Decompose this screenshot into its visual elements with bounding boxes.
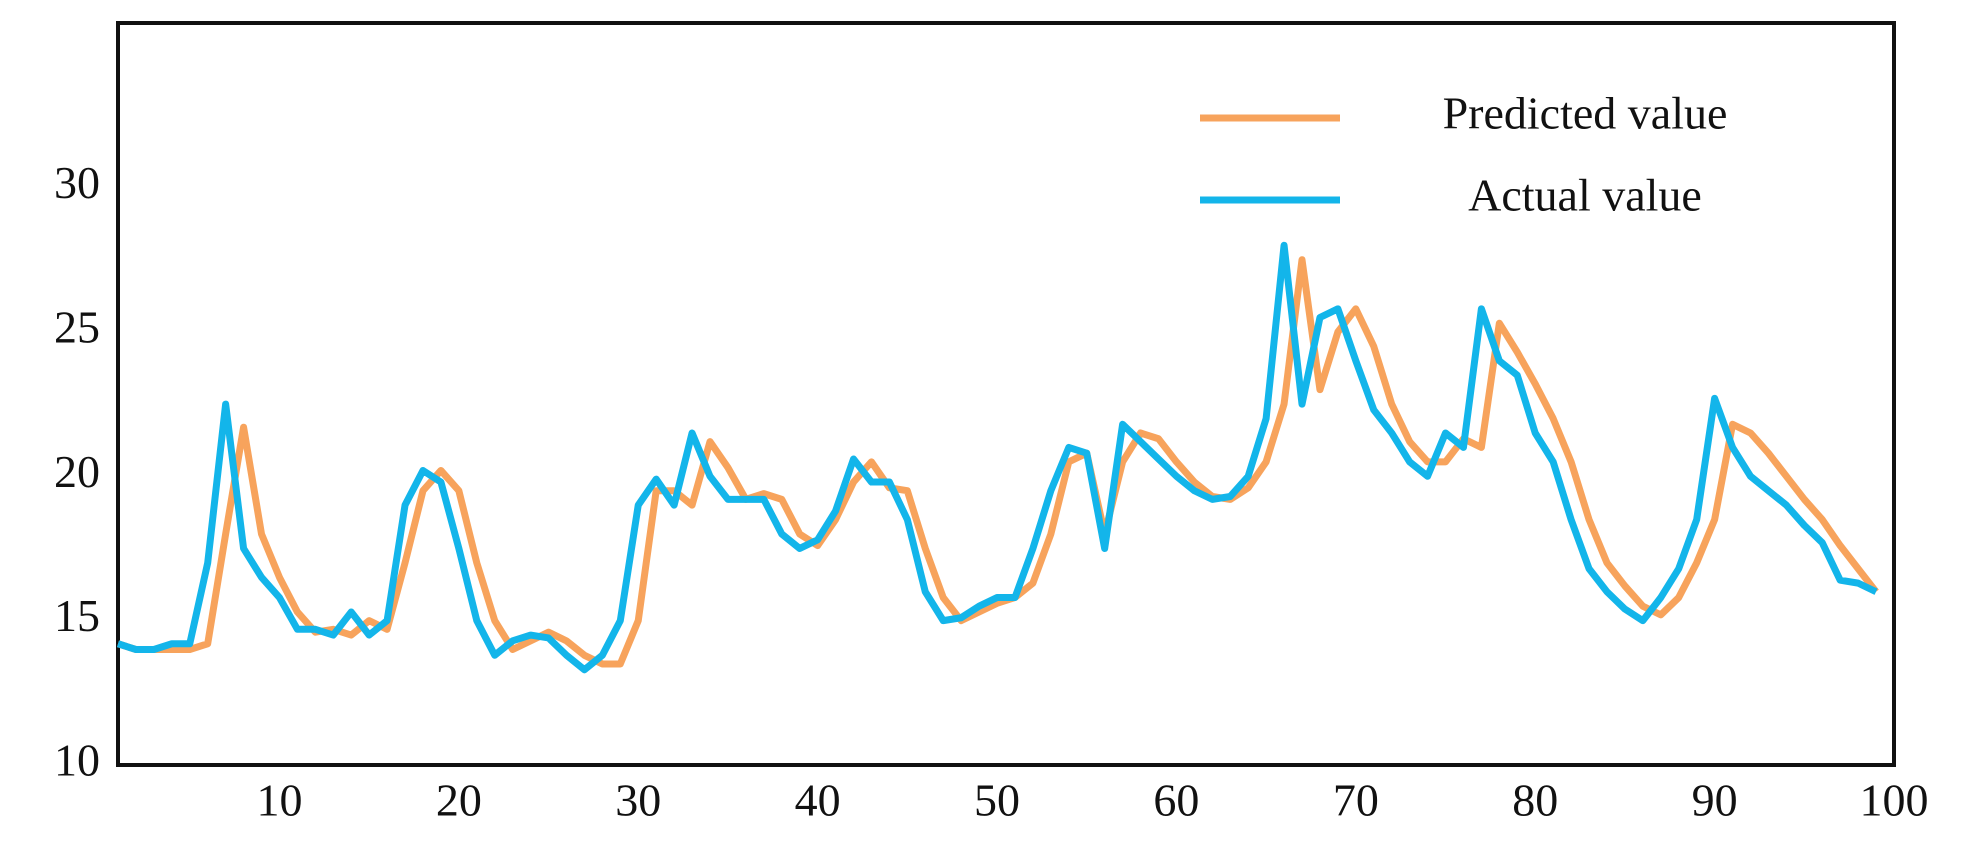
legend-label: Actual value — [1468, 170, 1702, 221]
x-tick-label: 20 — [436, 775, 482, 826]
data-line — [116, 241, 1878, 674]
plot-frame — [116, 21, 1896, 767]
y-tick-label: 20 — [54, 446, 100, 497]
x-tick-label: 100 — [1860, 775, 1929, 826]
y-tick-label: 10 — [54, 735, 100, 786]
y-tick-label: 25 — [54, 301, 100, 352]
x-tick-label: 40 — [795, 775, 841, 826]
y-tick-label: 15 — [54, 590, 100, 641]
legend-label: Predicted value — [1443, 88, 1728, 139]
x-tick-label: 30 — [615, 775, 661, 826]
x-tick-label: 60 — [1153, 775, 1199, 826]
data-line — [116, 256, 1879, 668]
x-tick-label: 10 — [256, 775, 302, 826]
x-tick-label: 90 — [1692, 775, 1738, 826]
x-tick-label: 50 — [974, 775, 1020, 826]
x-tick-label: 80 — [1512, 775, 1558, 826]
x-tick-label: 70 — [1333, 775, 1379, 826]
y-tick-label: 30 — [54, 157, 100, 208]
